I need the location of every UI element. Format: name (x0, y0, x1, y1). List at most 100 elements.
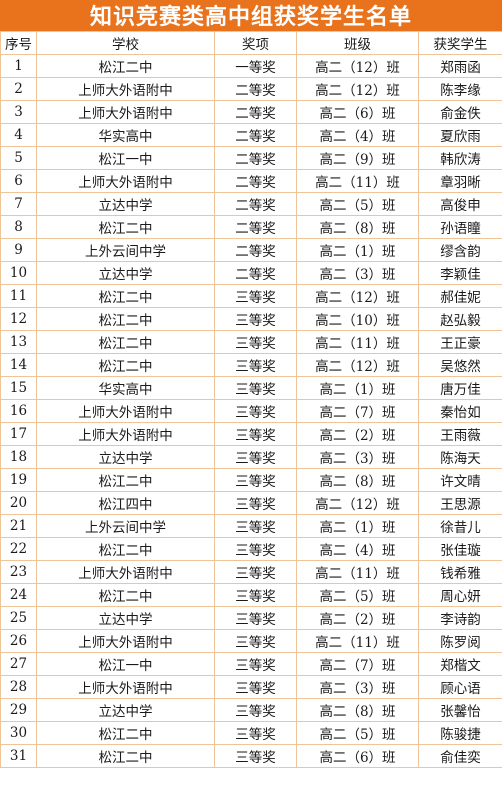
cell-student: 王思源 (418, 491, 502, 515)
cell-index: 31 (0, 744, 37, 768)
cell-student: 李诗韵 (418, 606, 502, 630)
cell-index: 5 (0, 146, 37, 170)
cell-student: 张馨怡 (418, 698, 502, 722)
cell-class: 高二（1）班 (296, 376, 419, 400)
table-row: 21 上外云间中学 三等奖 高二（1）班 徐昔儿 (0, 514, 502, 538)
table-row: 31 松江二中 三等奖 高二（6）班 俞佳奕 (0, 744, 502, 768)
cell-award: 三等奖 (214, 606, 297, 630)
cell-class: 高二（6）班 (296, 744, 419, 768)
cell-award: 一等奖 (214, 54, 297, 78)
cell-school: 上师大外语附中 (36, 169, 215, 193)
cell-class: 高二（7）班 (296, 399, 419, 423)
cell-index: 27 (0, 652, 37, 676)
cell-student: 陈罗阅 (418, 629, 502, 653)
table-row: 29 立达中学 三等奖 高二（8）班 张馨怡 (0, 698, 502, 722)
table-row: 22 松江二中 三等奖 高二（4）班 张佳璇 (0, 537, 502, 561)
cell-index: 18 (0, 445, 37, 469)
cell-award: 二等奖 (214, 123, 297, 147)
cell-class: 高二（6）班 (296, 100, 419, 124)
table-row: 24 松江二中 三等奖 高二（5）班 周心妍 (0, 583, 502, 607)
cell-student: 陈李缘 (418, 77, 502, 101)
cell-index: 19 (0, 468, 37, 492)
cell-class: 高二（2）班 (296, 606, 419, 630)
cell-school: 上外云间中学 (36, 514, 215, 538)
cell-index: 29 (0, 698, 37, 722)
cell-school: 松江二中 (36, 307, 215, 331)
cell-student: 陈海天 (418, 445, 502, 469)
table-row: 11 松江二中 三等奖 高二（12）班 郝佳妮 (0, 284, 502, 308)
page-title: 知识竞赛类高中组获奖学生名单 (0, 0, 502, 31)
cell-student: 夏欣雨 (418, 123, 502, 147)
cell-class: 高二（3）班 (296, 675, 419, 699)
cell-award: 三等奖 (214, 652, 297, 676)
cell-class: 高二（11）班 (296, 629, 419, 653)
cell-class: 高二（8）班 (296, 698, 419, 722)
cell-school: 松江一中 (36, 652, 215, 676)
cell-student: 陈骏捷 (418, 721, 502, 745)
cell-student: 郑雨函 (418, 54, 502, 78)
cell-award: 三等奖 (214, 675, 297, 699)
cell-award: 二等奖 (214, 169, 297, 193)
cell-index: 16 (0, 399, 37, 423)
cell-award: 三等奖 (214, 376, 297, 400)
cell-student: 顾心语 (418, 675, 502, 699)
cell-class: 高二（5）班 (296, 583, 419, 607)
cell-school: 华实高中 (36, 376, 215, 400)
cell-student: 吴悠然 (418, 353, 502, 377)
cell-student: 张佳璇 (418, 537, 502, 561)
cell-school: 上师大外语附中 (36, 100, 215, 124)
table-row: 5 松江一中 二等奖 高二（9）班 韩欣涛 (0, 146, 502, 170)
cell-class: 高二（12）班 (296, 491, 419, 515)
cell-school: 松江二中 (36, 537, 215, 561)
cell-school: 松江二中 (36, 468, 215, 492)
cell-student: 许文晴 (418, 468, 502, 492)
cell-index: 22 (0, 537, 37, 561)
cell-school: 立达中学 (36, 192, 215, 216)
cell-award: 三等奖 (214, 422, 297, 446)
cell-school: 松江一中 (36, 146, 215, 170)
header-row: 序号 学校 奖项 班级 获奖学生 (0, 31, 502, 55)
cell-index: 24 (0, 583, 37, 607)
cell-award: 二等奖 (214, 215, 297, 239)
cell-index: 26 (0, 629, 37, 653)
table-row: 26 上师大外语附中 三等奖 高二（11）班 陈罗阅 (0, 629, 502, 653)
table-row: 8 松江二中 二等奖 高二（8）班 孙语瞳 (0, 215, 502, 239)
cell-school: 松江二中 (36, 330, 215, 354)
header-index: 序号 (0, 31, 37, 55)
cell-award: 三等奖 (214, 560, 297, 584)
cell-student: 钱希雅 (418, 560, 502, 584)
cell-award: 三等奖 (214, 445, 297, 469)
cell-class: 高二（1）班 (296, 514, 419, 538)
cell-class: 高二（8）班 (296, 468, 419, 492)
cell-student: 韩欣涛 (418, 146, 502, 170)
cell-student: 李颖佳 (418, 261, 502, 285)
cell-index: 1 (0, 54, 37, 78)
cell-award: 三等奖 (214, 468, 297, 492)
cell-class: 高二（3）班 (296, 445, 419, 469)
table-row: 12 松江二中 三等奖 高二（10）班 赵弘毅 (0, 307, 502, 331)
cell-index: 3 (0, 100, 37, 124)
cell-award: 三等奖 (214, 629, 297, 653)
cell-award: 三等奖 (214, 399, 297, 423)
cell-award: 三等奖 (214, 307, 297, 331)
table-row: 4 华实高中 二等奖 高二（4）班 夏欣雨 (0, 123, 502, 147)
cell-student: 徐昔儿 (418, 514, 502, 538)
cell-index: 9 (0, 238, 37, 262)
table-row: 3 上师大外语附中 二等奖 高二（6）班 俞金佚 (0, 100, 502, 124)
cell-school: 松江四中 (36, 491, 215, 515)
cell-class: 高二（11）班 (296, 330, 419, 354)
header-student: 获奖学生 (418, 31, 502, 55)
table-row: 1 松江二中 一等奖 高二（12）班 郑雨函 (0, 54, 502, 78)
table-row: 23 上师大外语附中 三等奖 高二（11）班 钱希雅 (0, 560, 502, 584)
cell-school: 华实高中 (36, 123, 215, 147)
cell-school: 上师大外语附中 (36, 422, 215, 446)
cell-student: 高俊申 (418, 192, 502, 216)
cell-award: 三等奖 (214, 514, 297, 538)
table-row: 9 上外云间中学 二等奖 高二（1）班 缪含韵 (0, 238, 502, 262)
cell-student: 郝佳妮 (418, 284, 502, 308)
cell-index: 23 (0, 560, 37, 584)
table-row: 30 松江二中 三等奖 高二（5）班 陈骏捷 (0, 721, 502, 745)
table-row: 17 上师大外语附中 三等奖 高二（2）班 王雨薇 (0, 422, 502, 446)
cell-index: 15 (0, 376, 37, 400)
